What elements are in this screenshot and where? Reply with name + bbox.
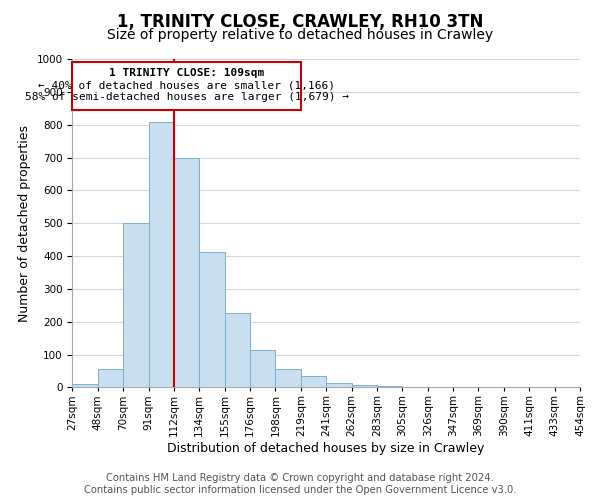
Text: Contains HM Land Registry data © Crown copyright and database right 2024.
Contai: Contains HM Land Registry data © Crown c… [84,474,516,495]
Bar [352,384,377,388]
Bar [224,314,250,388]
Text: 1, TRINITY CLOSE, CRAWLEY, RH10 3TN: 1, TRINITY CLOSE, CRAWLEY, RH10 3TN [117,12,483,30]
X-axis label: Distribution of detached houses by size in Crawley: Distribution of detached houses by size … [167,442,485,455]
Bar [275,370,301,388]
Bar [98,368,123,388]
Bar [403,386,428,388]
Bar [174,158,199,388]
Text: 58% of semi-detached houses are larger (1,679) →: 58% of semi-detached houses are larger (… [25,92,349,102]
Y-axis label: Number of detached properties: Number of detached properties [18,124,31,322]
Bar [377,386,403,388]
FancyBboxPatch shape [73,62,301,110]
Bar [123,223,149,388]
Bar [149,122,174,388]
Text: 1 TRINITY CLOSE: 109sqm: 1 TRINITY CLOSE: 109sqm [109,68,264,78]
Bar [73,384,98,388]
Bar [250,350,275,388]
Text: Size of property relative to detached houses in Crawley: Size of property relative to detached ho… [107,28,493,42]
Bar [301,376,326,388]
Text: ← 40% of detached houses are smaller (1,166): ← 40% of detached houses are smaller (1,… [38,80,335,90]
Bar [326,383,352,388]
Bar [199,252,224,388]
